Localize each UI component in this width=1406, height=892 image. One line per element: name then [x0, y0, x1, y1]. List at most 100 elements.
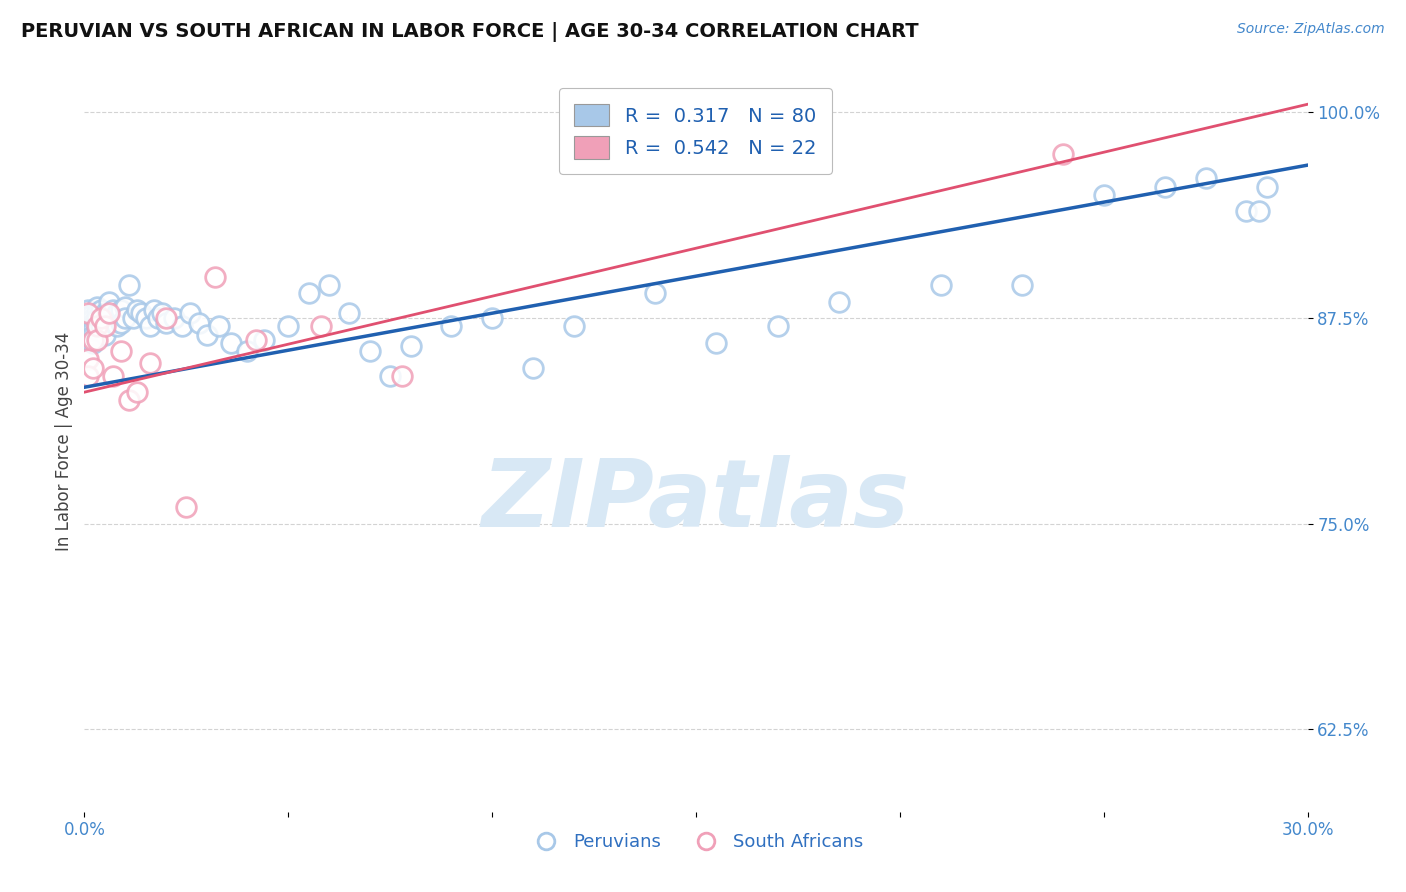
Point	[174, 500, 197, 515]
Point	[82, 327, 104, 342]
Point	[1195, 171, 1218, 186]
Point	[127, 385, 149, 400]
Point	[481, 311, 503, 326]
Point	[93, 319, 115, 334]
Point	[208, 319, 231, 334]
Point	[110, 316, 132, 330]
Point	[77, 319, 100, 334]
Point	[359, 344, 381, 359]
Point	[828, 294, 851, 309]
Point	[90, 302, 112, 317]
Point	[82, 323, 104, 337]
Point	[93, 311, 115, 326]
Point	[105, 306, 128, 320]
Point	[77, 302, 100, 317]
Point	[101, 302, 124, 317]
Point	[155, 311, 177, 326]
Point	[929, 278, 952, 293]
Point	[236, 344, 259, 359]
Point	[122, 311, 145, 326]
Point	[1256, 179, 1278, 194]
Point	[253, 333, 276, 347]
Point	[97, 311, 120, 326]
Point	[77, 329, 100, 343]
Point	[522, 360, 544, 375]
Point	[562, 319, 585, 334]
Point	[82, 335, 104, 350]
Y-axis label: In Labor Force | Age 30-34: In Labor Force | Age 30-34	[55, 332, 73, 551]
Point	[93, 306, 115, 320]
Point	[110, 344, 132, 359]
Point	[77, 333, 100, 347]
Text: Source: ZipAtlas.com: Source: ZipAtlas.com	[1237, 22, 1385, 37]
Point	[118, 278, 141, 293]
Point	[90, 311, 112, 326]
Point	[163, 311, 186, 326]
Point	[82, 316, 104, 330]
Point	[77, 352, 100, 367]
Point	[105, 319, 128, 334]
Point	[644, 286, 666, 301]
Point	[86, 311, 108, 326]
Point	[82, 333, 104, 347]
Point	[82, 360, 104, 375]
Point	[93, 319, 115, 334]
Point	[127, 302, 149, 317]
Point	[82, 333, 104, 347]
Point	[195, 327, 218, 342]
Point	[77, 323, 100, 337]
Point	[155, 316, 177, 330]
Point	[1236, 204, 1258, 219]
Point	[97, 306, 120, 320]
Point	[380, 368, 402, 383]
Point	[101, 368, 124, 383]
Point	[399, 339, 422, 353]
Point	[114, 311, 136, 326]
Point	[138, 355, 160, 369]
Point	[90, 311, 112, 326]
Point	[219, 335, 242, 350]
Point	[82, 311, 104, 326]
Point	[146, 311, 169, 326]
Point	[82, 319, 104, 334]
Point	[1052, 146, 1074, 161]
Point	[86, 306, 108, 320]
Point	[204, 270, 226, 285]
Point	[86, 300, 108, 314]
Point	[86, 333, 108, 347]
Point	[77, 311, 100, 326]
Point	[97, 294, 120, 309]
Point	[90, 319, 112, 334]
Point	[142, 302, 165, 317]
Point	[245, 333, 267, 347]
Point	[339, 306, 361, 320]
Point	[77, 310, 100, 324]
Legend: Peruvians, South Africans: Peruvians, South Africans	[522, 826, 870, 858]
Point	[135, 311, 157, 326]
Point	[187, 316, 209, 330]
Point	[118, 393, 141, 408]
Point	[86, 323, 108, 337]
Point	[1247, 204, 1270, 219]
Point	[318, 278, 340, 293]
Point	[172, 319, 194, 334]
Point	[298, 286, 321, 301]
Point	[277, 319, 299, 334]
Point	[1154, 179, 1177, 194]
Point	[114, 300, 136, 314]
Point	[1092, 187, 1115, 202]
Point	[131, 306, 153, 320]
Point	[93, 327, 115, 342]
Point	[86, 319, 108, 334]
Point	[86, 319, 108, 334]
Point	[1011, 278, 1033, 293]
Point	[82, 306, 104, 320]
Point	[77, 306, 100, 320]
Text: ZIPatlas: ZIPatlas	[482, 455, 910, 547]
Point	[150, 306, 173, 320]
Point	[77, 316, 100, 330]
Text: PERUVIAN VS SOUTH AFRICAN IN LABOR FORCE | AGE 30-34 CORRELATION CHART: PERUVIAN VS SOUTH AFRICAN IN LABOR FORCE…	[21, 22, 918, 42]
Point	[101, 316, 124, 330]
Point	[77, 368, 100, 383]
Point	[440, 319, 463, 334]
